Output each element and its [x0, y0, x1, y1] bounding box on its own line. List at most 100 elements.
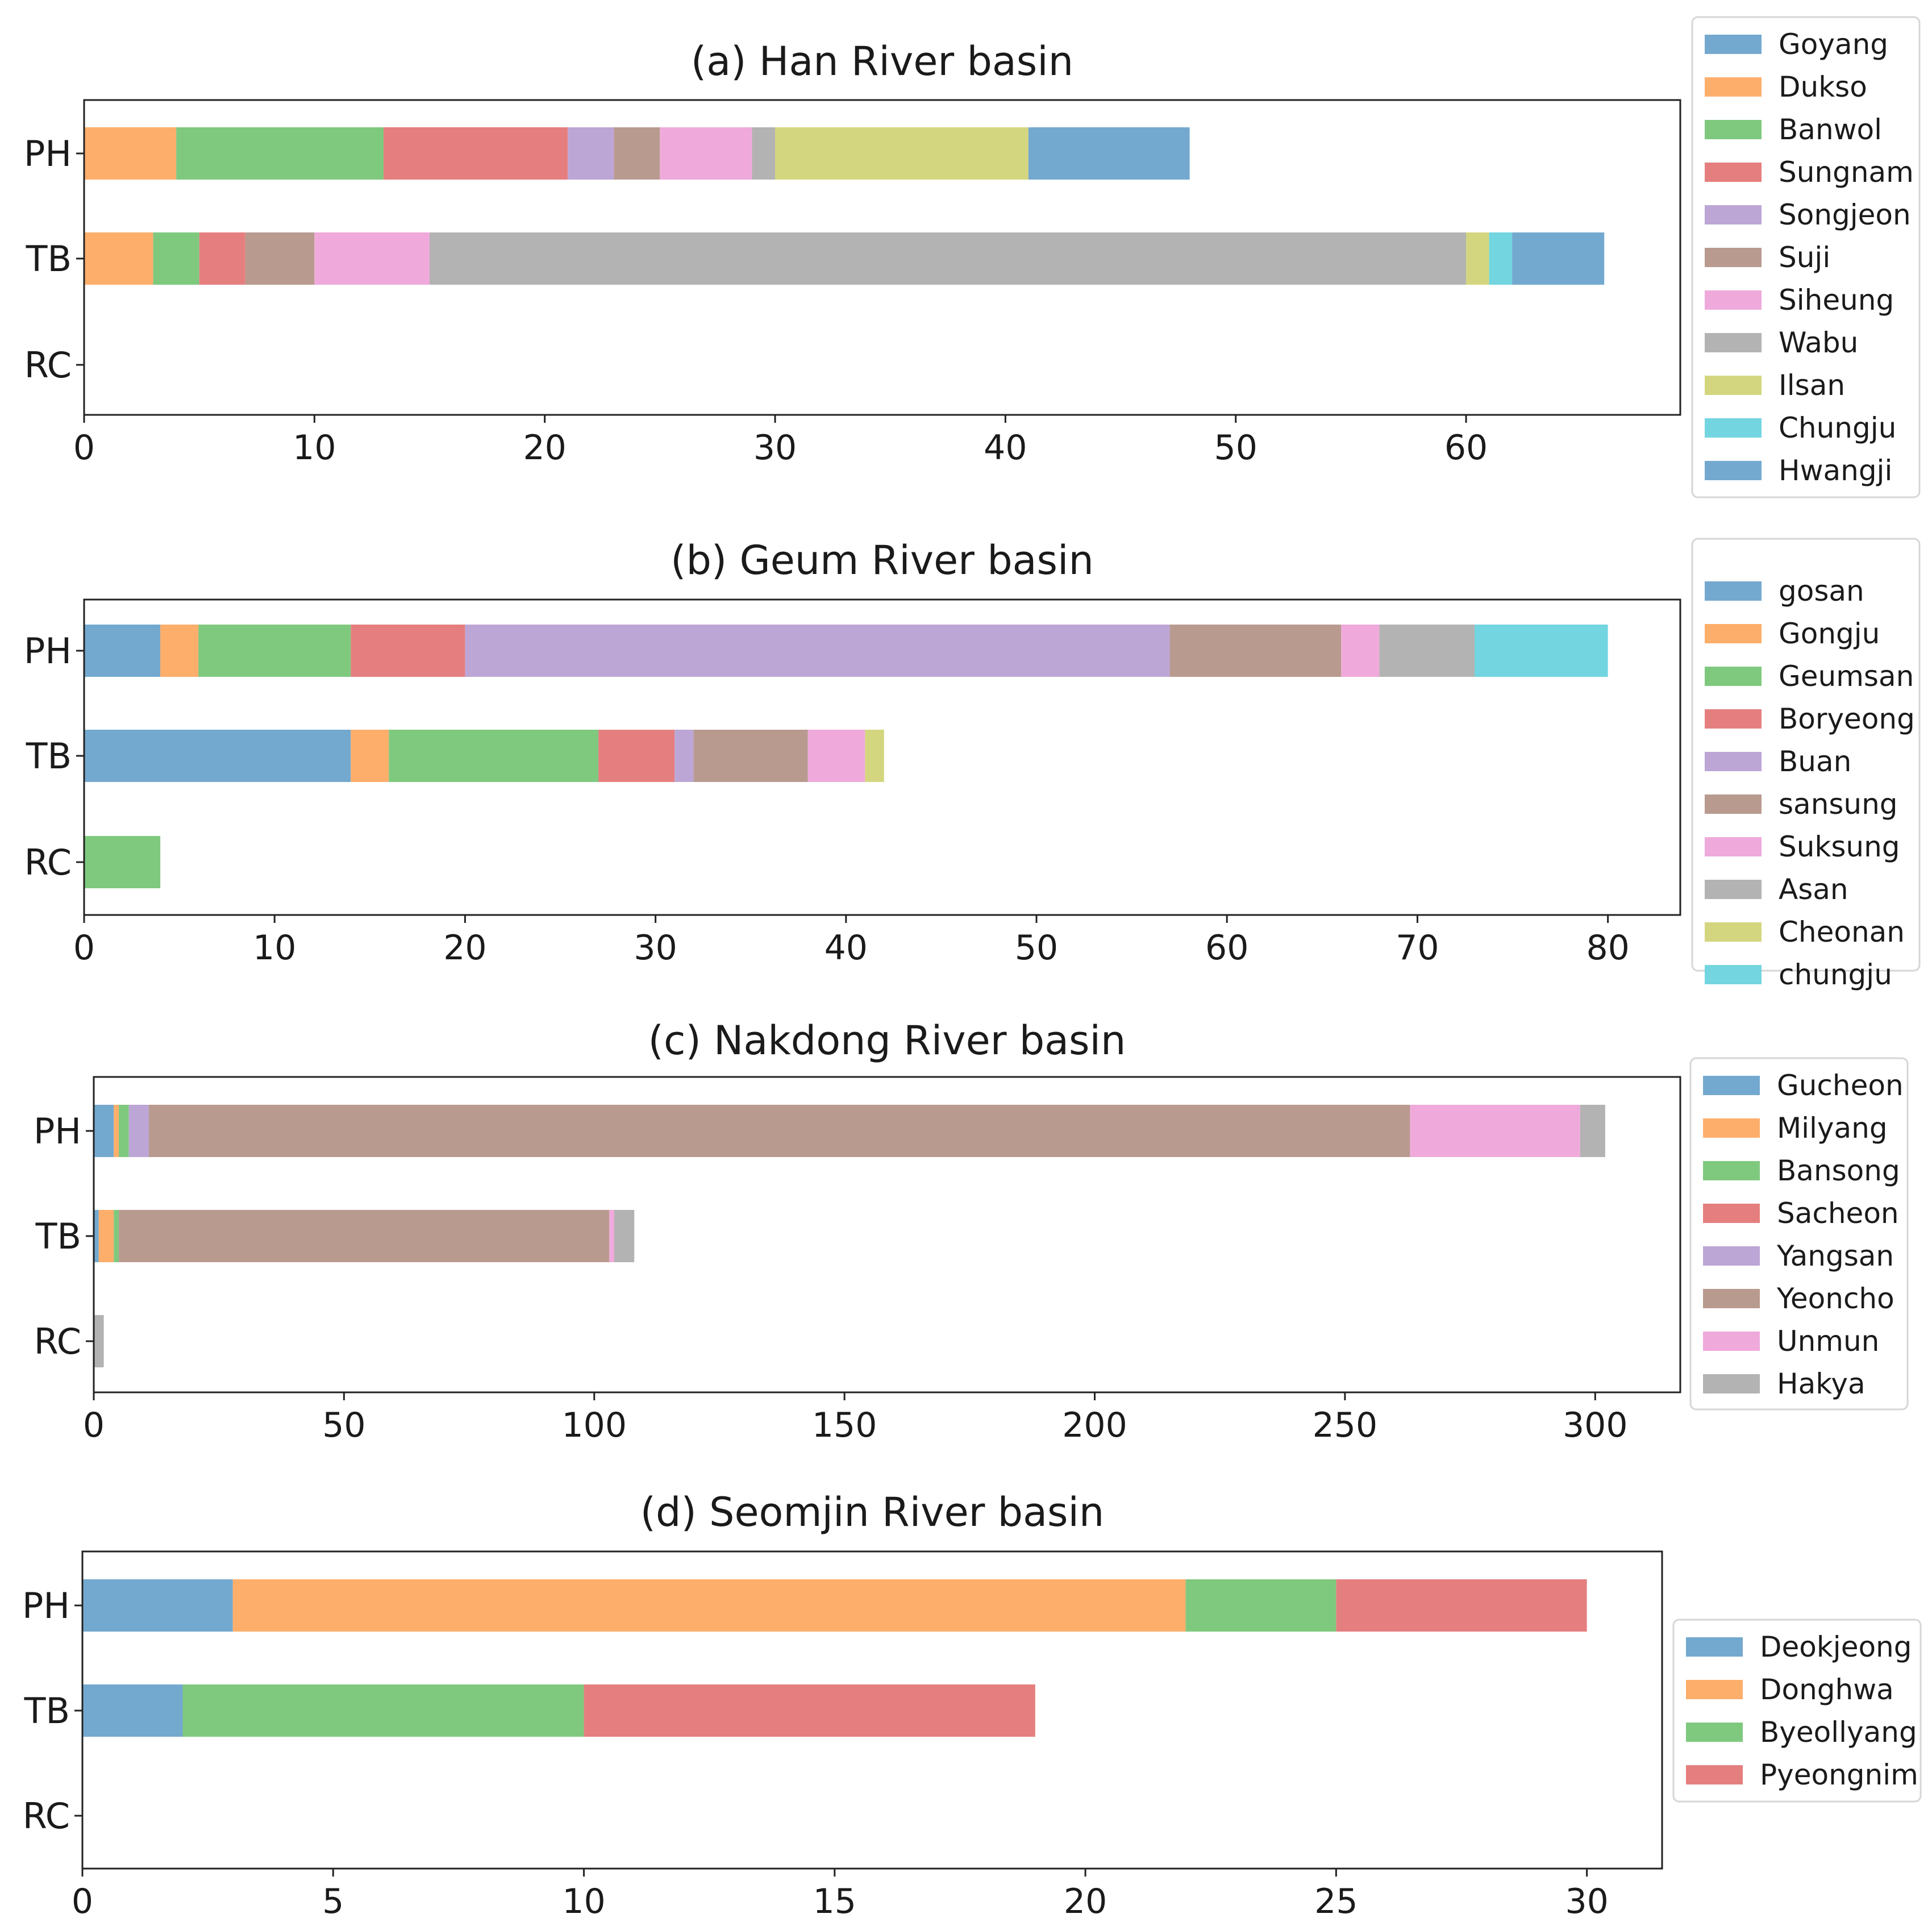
- legend-swatch: [1705, 376, 1762, 395]
- bar-segment-rc-hakya: [94, 1315, 104, 1367]
- chart-title: (c) Nakdong River basin: [648, 1017, 1126, 1064]
- bar-segment-ph-byeollyang: [1185, 1579, 1336, 1632]
- bar-segment-rc-geumsan: [84, 836, 161, 888]
- bar-segment-ph-asan: [1379, 625, 1475, 677]
- legend-label: Byeollyang: [1760, 1716, 1917, 1749]
- legend-label: Goyang: [1779, 28, 1888, 61]
- bar-segment-tb-sungnam: [199, 232, 245, 285]
- bar-segment-ph-gongju: [160, 625, 199, 677]
- x-tick-label: 15: [813, 1882, 856, 1921]
- bar-segment-tb-boryeong: [598, 730, 675, 782]
- bar-segment-ph-geumsan: [198, 625, 351, 677]
- legend-swatch: [1705, 965, 1762, 984]
- chart-panel-0: (a) Han River basin 0 10 20 30 40 50 60 PH TB RC Go…: [24, 16, 1921, 498]
- legend-swatch: [1703, 1076, 1760, 1095]
- legend-label: Boryeong: [1779, 702, 1915, 735]
- bar-segment-ph-boryeong: [351, 625, 465, 677]
- bar-segment-ph-yeoncho: [148, 1105, 1410, 1157]
- bar-segment-ph-songjeon: [568, 127, 614, 180]
- legend-swatch: [1703, 1161, 1760, 1180]
- bar-segment-tb-suksung: [807, 730, 865, 782]
- x-tick-label: 300: [1563, 1405, 1628, 1445]
- legend-label: Milyang: [1777, 1112, 1888, 1145]
- chart-panel-1: (b) Geum River basin 0 10 20 30 40 50 60 70 80 PH T…: [24, 537, 1921, 991]
- x-tick-label: 70: [1396, 928, 1439, 968]
- legend-label: Geumsan: [1779, 660, 1914, 693]
- bar-segment-tb-gongju: [351, 730, 389, 782]
- x-tick-label: 0: [73, 428, 95, 468]
- legend-label: Dukso: [1779, 70, 1867, 103]
- legend-swatch: [1705, 837, 1762, 856]
- bar-segment-tb-gosan: [84, 730, 351, 782]
- legend-label: Siheung: [1779, 284, 1894, 317]
- legend-label: Buan: [1779, 745, 1851, 778]
- legend: gosan Gongju Geumsan Boryeong Buan sansung Suk…: [1691, 538, 1921, 991]
- chart-title: (b) Geum River basin: [671, 537, 1094, 584]
- bar-segment-ph-yangsan: [128, 1105, 149, 1157]
- bar-segment-ph-hwangji: [1028, 127, 1190, 180]
- bar-segment-tb-siheung: [314, 232, 430, 285]
- x-tick-label: 40: [825, 928, 868, 968]
- y-category-label: TB: [26, 735, 72, 777]
- legend-swatch: [1705, 922, 1762, 942]
- bar-segment-ph-gucheon: [94, 1105, 114, 1157]
- bar-segment-tb-chungju: [1489, 232, 1513, 285]
- x-tick-label: 20: [523, 428, 566, 468]
- bar-segment-ph-ilsan: [775, 127, 1029, 180]
- legend-swatch: [1705, 35, 1762, 54]
- bar-segment-ph-chungju: [1474, 625, 1608, 677]
- x-tick-label: 30: [634, 928, 677, 968]
- plot-frame: [83, 598, 1681, 916]
- bar-segment-tb-deokjeong: [82, 1684, 183, 1737]
- bar-segment-ph-sungnam: [383, 127, 568, 180]
- x-tick-label: 50: [1015, 928, 1058, 968]
- bar-segment-ph-dukso: [84, 127, 177, 180]
- bar-segment-tb-cheonan: [865, 730, 884, 782]
- x-tick-label: 30: [1565, 1882, 1608, 1921]
- y-category-label: TB: [35, 1216, 81, 1257]
- x-tick-label: 10: [293, 428, 336, 468]
- x-tick-label: 5: [322, 1882, 344, 1921]
- legend-swatch: [1686, 1723, 1743, 1742]
- x-tick-label: 20: [443, 928, 486, 968]
- x-tick-label: 10: [562, 1882, 605, 1921]
- x-tick-label: 200: [1062, 1405, 1127, 1445]
- x-tick-label: 10: [253, 928, 296, 968]
- legend-swatch: [1705, 418, 1762, 438]
- y-category-label: RC: [24, 842, 72, 883]
- legend-swatch: [1705, 290, 1762, 310]
- legend-swatch: [1703, 1246, 1760, 1266]
- legend-swatch: [1703, 1374, 1760, 1393]
- legend-box: [1672, 1619, 1922, 1803]
- legend-swatch: [1703, 1118, 1760, 1138]
- x-tick-label: 60: [1205, 928, 1248, 968]
- legend-swatch: [1705, 120, 1762, 139]
- y-category-label: RC: [23, 1795, 70, 1837]
- bar-segment-tb-pyeongnim: [584, 1684, 1035, 1737]
- legend-label: Suji: [1779, 241, 1830, 274]
- bar-segment-tb-byeollyang: [182, 1684, 584, 1737]
- legend-label: Asan: [1779, 873, 1848, 906]
- x-tick-label: 40: [984, 428, 1027, 468]
- legend: Gucheon Milyang Bansong Sacheon Yangsan Yeonc…: [1689, 1057, 1909, 1411]
- legend-label: Hwangji: [1779, 454, 1892, 487]
- legend-swatch: [1705, 709, 1762, 729]
- legend-swatch: [1705, 205, 1762, 224]
- legend-swatch: [1705, 248, 1762, 267]
- legend-swatch: [1705, 163, 1762, 182]
- legend-label: Chungju: [1779, 411, 1896, 444]
- x-tick-label: 30: [753, 428, 797, 468]
- plot-frame: [93, 1076, 1681, 1393]
- x-tick-label: 150: [812, 1405, 877, 1445]
- legend: Goyang Dukso Banwol Sungnam Songjeon Suji Sihe…: [1691, 16, 1921, 498]
- legend-swatch: [1705, 794, 1762, 814]
- x-tick-label: 0: [72, 1882, 93, 1921]
- x-tick-label: 250: [1313, 1405, 1378, 1445]
- legend-label: Ilsan: [1779, 369, 1845, 402]
- y-category-label: TB: [24, 1690, 70, 1732]
- bar-segment-tb-hwangji: [1512, 232, 1605, 285]
- bar-segment-ph-pyeongnim: [1336, 1579, 1587, 1632]
- legend-label: Banwol: [1779, 113, 1882, 146]
- bar-segment-ph-buan: [465, 625, 1170, 677]
